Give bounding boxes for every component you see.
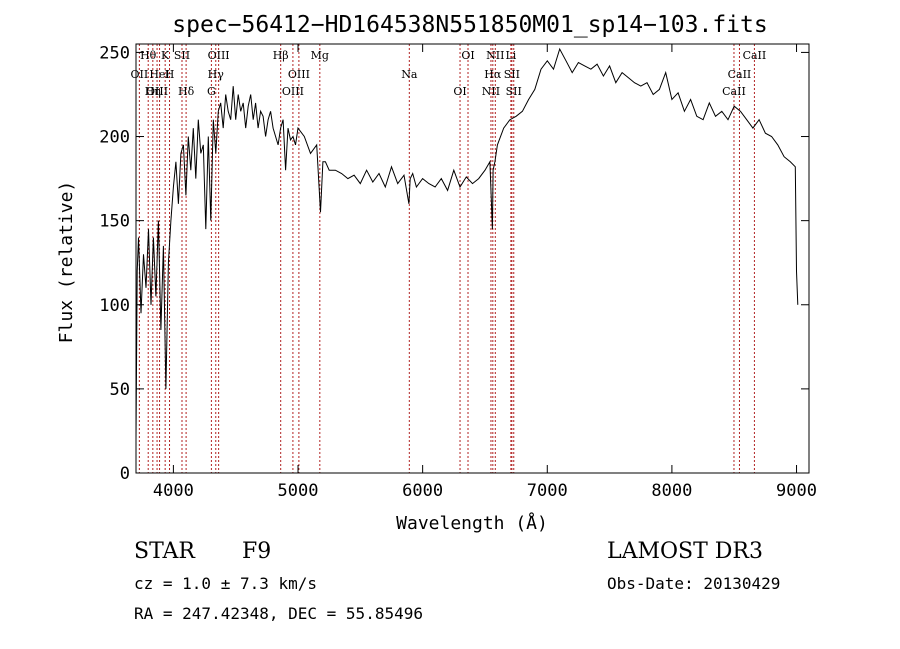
line-label-9: OIII: [208, 49, 230, 62]
x-tick-label-5000: 5000: [278, 481, 319, 501]
chart-title: spec−56412−HD164538N551850M01_sp14−103.f…: [172, 12, 767, 38]
object-class: STAR: [134, 539, 195, 564]
line-label-18: OI: [461, 49, 474, 62]
line-label-1: OII: [131, 68, 149, 81]
x-tick-label-6000: 6000: [402, 481, 443, 501]
line-label-5: Hη: [145, 85, 161, 98]
line-label-11: G: [207, 85, 216, 98]
spectral-line-labels: HθOIIOIIIKHeIHηSIIHHδOIIIHγGHβOIIIOIIIMg…: [131, 49, 767, 98]
x-tick-label-7000: 7000: [527, 481, 568, 501]
line-label-3: K: [161, 49, 170, 62]
line-label-23: SII: [506, 85, 522, 98]
x-axis-label: Wavelength (Å): [396, 512, 548, 534]
line-label-16: Na: [401, 68, 418, 81]
line-label-0: Hθ: [140, 49, 157, 62]
sky-coordinates: RA = 247.42348, DEC = 55.85496: [134, 604, 423, 623]
line-label-12: Hβ: [273, 49, 289, 62]
line-label-27: CaII: [743, 49, 767, 62]
plot-frame: [135, 43, 810, 474]
line-label-19: Hα: [484, 68, 502, 81]
y-tick-label-100: 100: [99, 296, 130, 316]
line-label-4: HeI: [149, 68, 169, 81]
line-label-6: SII: [174, 49, 190, 62]
redshift-velocity: cz = 1.0 ± 7.3 km/s: [134, 574, 318, 593]
y-axis-label: Flux (relative): [56, 181, 77, 344]
line-label-22: SII: [504, 68, 520, 81]
y-axis-ticks: 0 50 100 150 200 250: [99, 43, 809, 484]
line-label-13: OIII: [288, 68, 310, 81]
x-tick-label-8000: 8000: [651, 481, 692, 501]
spectral-line-markers: [138, 44, 755, 473]
y-tick-label-200: 200: [99, 128, 130, 148]
line-label-15: Mg: [311, 49, 329, 62]
y-tick-label-0: 0: [120, 464, 130, 484]
series-line-flux: [135, 47, 799, 440]
y-tick-label-50: 50: [110, 380, 130, 400]
line-label-24: Li: [505, 49, 516, 62]
line-label-7: H: [165, 68, 175, 81]
line-label-26: CaII: [722, 85, 746, 98]
line-label-21: NII: [486, 49, 504, 62]
x-tick-label-9000: 9000: [776, 481, 817, 501]
x-axis-ticks: 4000 5000 6000 7000 8000 9000: [153, 44, 817, 501]
series-layer: [135, 47, 799, 440]
x-tick-label-4000: 4000: [153, 481, 194, 501]
y-tick-label-250: 250: [99, 43, 130, 63]
line-label-8: Hδ: [178, 85, 195, 98]
y-tick-label-150: 150: [99, 212, 130, 232]
object-subclass: F9: [242, 539, 272, 564]
line-label-2: OIII: [146, 85, 168, 98]
line-label-10: Hγ: [208, 68, 225, 81]
observation-date: Obs-Date: 20130429: [607, 574, 781, 593]
line-label-17: OI: [453, 85, 466, 98]
line-label-20: NII: [482, 85, 500, 98]
survey-name: LAMOST DR3: [607, 539, 763, 564]
line-label-14: OIII: [282, 85, 304, 98]
line-label-25: CaII: [728, 68, 752, 81]
